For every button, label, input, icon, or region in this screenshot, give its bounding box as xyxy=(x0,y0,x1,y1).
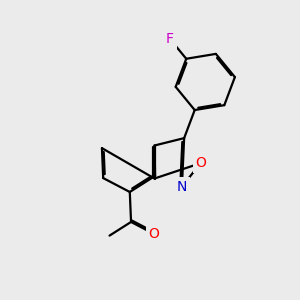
Text: O: O xyxy=(148,227,159,241)
Text: O: O xyxy=(195,156,206,170)
Text: F: F xyxy=(166,32,174,46)
Text: N: N xyxy=(177,180,187,194)
